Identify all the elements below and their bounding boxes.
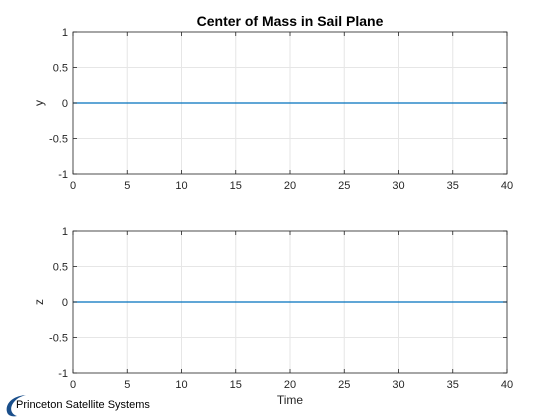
x-tick-label: 35 bbox=[447, 180, 459, 192]
x-tick-label: 40 bbox=[501, 379, 513, 391]
x-tick-label: 5 bbox=[124, 379, 130, 391]
y-tick-label: -1 bbox=[58, 169, 68, 181]
axes-2: 0 5 10 15 20 25 30 35 40 -1 -0.5 0 0.5 1 z Time bbox=[32, 226, 513, 407]
x-tick-label: 20 bbox=[284, 180, 296, 192]
x-tick-label: 25 bbox=[338, 379, 350, 391]
x-tick-label: 30 bbox=[392, 379, 404, 391]
x-axis-label: Time bbox=[277, 393, 304, 407]
x-tick-label: 30 bbox=[392, 180, 404, 192]
chart-title: Center of Mass in Sail Plane bbox=[197, 13, 384, 29]
logo-text: Princeton Satellite Systems bbox=[16, 399, 150, 411]
x-tick-label: 15 bbox=[230, 180, 242, 192]
x-tick-label: 25 bbox=[338, 180, 350, 192]
y-tick-label: 1 bbox=[62, 27, 68, 39]
y-tick-label: 0.5 bbox=[53, 262, 68, 274]
x-tick-label: 0 bbox=[70, 180, 76, 192]
y-tick-label: -0.5 bbox=[49, 134, 68, 146]
y-axis-label: z bbox=[32, 299, 46, 305]
x-tick-label: 0 bbox=[70, 379, 76, 391]
y-tick-label: -0.5 bbox=[49, 333, 68, 345]
y-tick-label: 1 bbox=[62, 226, 68, 238]
swoosh-logo-icon bbox=[6, 395, 26, 417]
x-tick-label: 10 bbox=[175, 180, 187, 192]
y-tick-label: 0 bbox=[62, 98, 68, 110]
y-tick-label: -1 bbox=[58, 368, 68, 380]
x-tick-label: 40 bbox=[501, 180, 513, 192]
y-tick-label: 0 bbox=[62, 297, 68, 309]
x-tick-label: 10 bbox=[175, 379, 187, 391]
y-axis-label: y bbox=[32, 100, 46, 106]
x-tick-label: 5 bbox=[124, 180, 130, 192]
y-tick-label: 0.5 bbox=[53, 63, 68, 75]
x-tick-label: 20 bbox=[284, 379, 296, 391]
x-tick-label: 35 bbox=[447, 379, 459, 391]
x-tick-label: 15 bbox=[230, 379, 242, 391]
axes-1: 0 5 10 15 20 25 30 35 40 -1 -0.5 0 0.5 1 y Center of Ma… bbox=[32, 13, 513, 192]
